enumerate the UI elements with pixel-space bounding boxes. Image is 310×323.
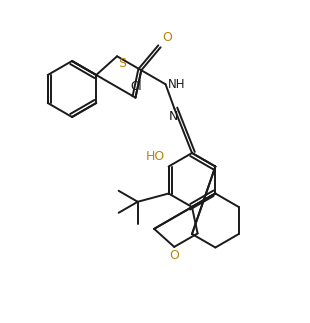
Text: Cl: Cl [131,80,142,93]
Text: O: O [169,249,179,262]
Text: HO: HO [145,150,165,162]
Text: NH: NH [167,78,185,91]
Text: S: S [118,57,126,70]
Text: N: N [169,110,178,123]
Text: O: O [162,31,172,44]
